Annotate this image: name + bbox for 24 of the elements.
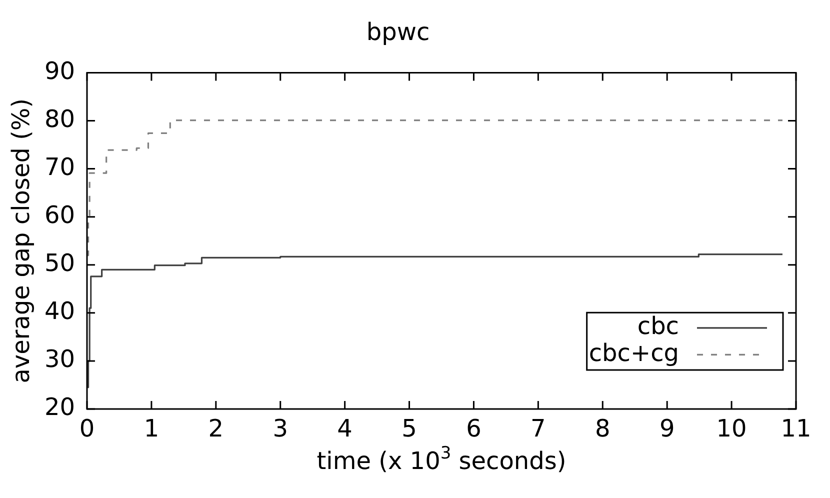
x-tick-label: 6 <box>466 414 482 443</box>
x-tick-label: 5 <box>402 414 417 443</box>
x-tick-label: 9 <box>659 414 675 443</box>
y-tick-label: 20 <box>44 393 75 422</box>
x-tick-label: 10 <box>716 414 747 443</box>
x-tick-label: 8 <box>594 414 610 443</box>
chart-title: bpwc <box>366 18 430 46</box>
x-tick-label: 3 <box>272 414 288 443</box>
x-tick-label: 1 <box>144 414 160 443</box>
x-tick-label: 4 <box>337 414 352 443</box>
legend-label: cbc+cg <box>588 338 679 367</box>
x-tick-label: 11 <box>780 414 812 443</box>
x-tick-label: 7 <box>530 414 546 443</box>
y-tick-label: 70 <box>44 153 75 182</box>
legend-label: cbc <box>637 312 679 340</box>
y-tick-label: 80 <box>44 104 75 133</box>
y-tick-label: 40 <box>44 297 75 326</box>
y-tick-label: 30 <box>44 345 75 374</box>
y-tick-label: 90 <box>44 56 75 85</box>
x-tick-label: 2 <box>208 414 224 443</box>
x-tick-label: 0 <box>79 414 95 443</box>
y-axis-title: average gap closed (%) <box>7 98 36 384</box>
y-tick-label: 60 <box>44 201 75 230</box>
y-tick-label: 50 <box>44 249 75 278</box>
